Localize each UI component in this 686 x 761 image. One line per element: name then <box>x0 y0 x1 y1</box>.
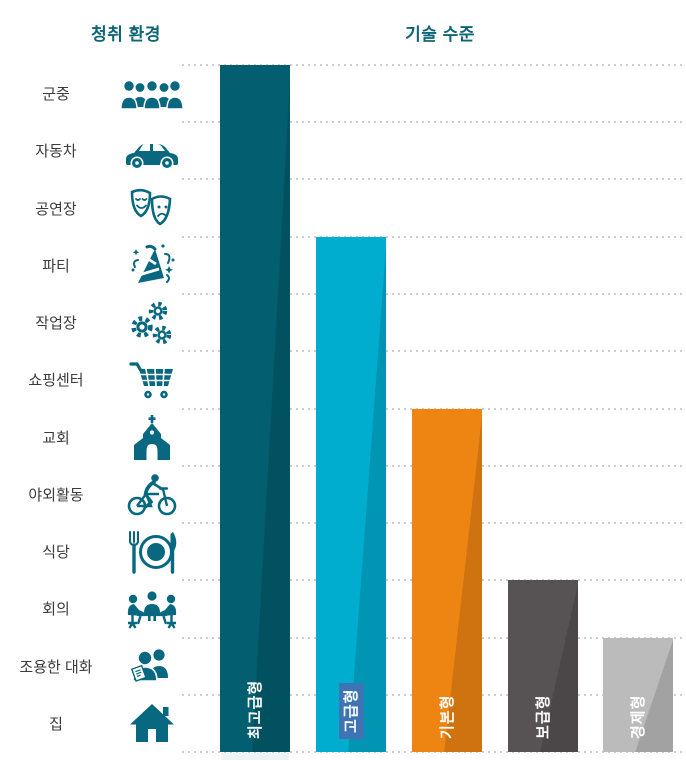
environment-row: 공연장 <box>0 180 192 237</box>
bar-1: 최고급형 <box>220 65 290 752</box>
environment-row: 교회 <box>0 409 192 466</box>
crowd-icon <box>112 77 192 111</box>
bar-2: 고급형 <box>316 236 386 752</box>
environment-label: 야외활동 <box>28 486 84 504</box>
environment-row: 파티 <box>0 237 192 294</box>
party-icon <box>112 242 192 288</box>
meeting-icon <box>112 588 192 630</box>
technology-level-header: 기술 수준 <box>405 25 475 44</box>
conversation-icon <box>112 646 192 686</box>
bar-label: 고급형 <box>338 682 364 739</box>
gridline <box>182 121 686 124</box>
environment-label: 군중 <box>42 86 70 104</box>
environment-row: 군중 <box>0 65 192 122</box>
environment-row: 조용한 대화 <box>0 638 192 695</box>
car-icon <box>112 133 192 169</box>
bar-label: 경제형 <box>629 694 647 739</box>
environment-row: 쇼핑센터 <box>0 351 192 408</box>
gridline <box>182 64 686 66</box>
environment-label: 작업장 <box>35 315 77 333</box>
shopping-cart-icon <box>112 358 192 402</box>
bar-chart-area: 최고급형 고급형 기본형 보급형 경제형 <box>182 64 686 753</box>
theater-masks-icon <box>112 186 192 230</box>
environment-label: 파티 <box>42 257 70 275</box>
bar-4: 보급형 <box>508 580 578 752</box>
restaurant-icon <box>112 530 192 574</box>
environment-row: 자동차 <box>0 122 192 179</box>
gridline <box>182 292 686 295</box>
environment-label: 집 <box>49 715 63 733</box>
gridline <box>182 235 686 238</box>
environment-label: 회의 <box>42 601 70 619</box>
bar-reflection <box>221 753 289 760</box>
cycling-icon <box>112 472 192 516</box>
home-icon <box>112 702 192 744</box>
gridline <box>182 751 686 753</box>
church-icon <box>112 414 192 461</box>
environment-label: 식당 <box>42 544 70 562</box>
environment-row: 야외활동 <box>0 466 192 523</box>
bar-label: 보급형 <box>534 694 552 739</box>
bar-label: 최고급형 <box>246 679 264 739</box>
bar-5: 경제형 <box>603 637 673 752</box>
environment-label: 공연장 <box>35 200 77 218</box>
environment-label: 조용한 대화 <box>19 658 93 676</box>
environment-row: 집 <box>0 695 192 752</box>
environment-label: 쇼핑센터 <box>28 372 84 390</box>
gridline <box>182 178 686 181</box>
environment-label: 자동차 <box>35 143 77 161</box>
bar-label: 기본형 <box>438 694 456 739</box>
environment-row: 식당 <box>0 523 192 580</box>
environment-row: 작업장 <box>0 294 192 351</box>
bar-3: 기본형 <box>412 408 482 752</box>
gridline <box>182 350 686 353</box>
gears-icon <box>112 300 192 346</box>
environment-row: 회의 <box>0 580 192 637</box>
environment-label: 교회 <box>42 429 70 447</box>
listening-environment-header: 청취 환경 <box>91 25 161 44</box>
